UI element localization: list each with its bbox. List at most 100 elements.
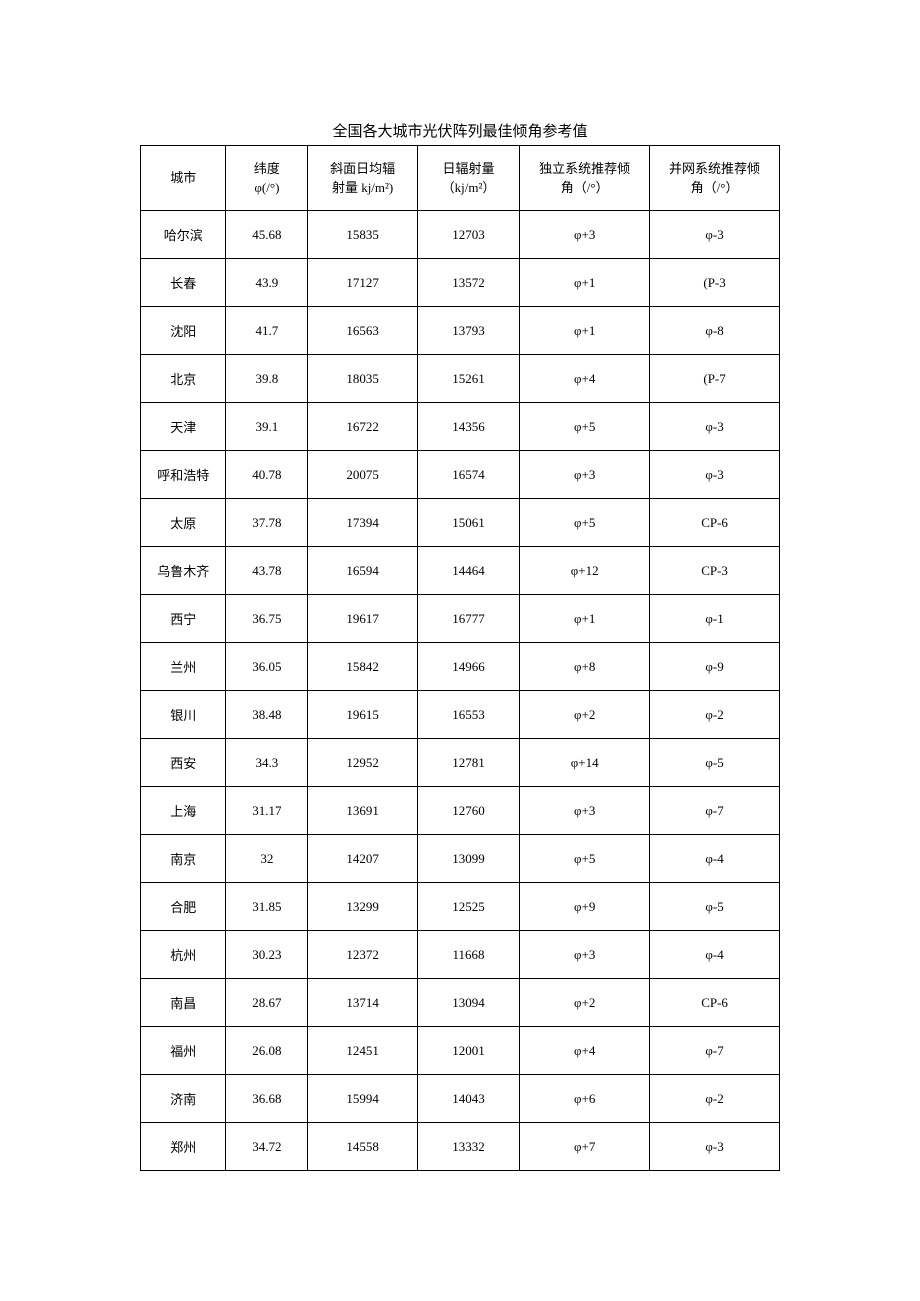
cell-latitude: 26.08 <box>226 1027 308 1075</box>
cell-independent: φ+5 <box>520 403 650 451</box>
header-cell-city: 城市 <box>141 146 226 211</box>
cell-day_radiation: 12001 <box>417 1027 520 1075</box>
cell-independent: φ+5 <box>520 499 650 547</box>
cell-latitude: 36.05 <box>226 643 308 691</box>
table-row: 呼和浩特40.782007516574φ+3φ-3 <box>141 451 780 499</box>
cell-latitude: 36.68 <box>226 1075 308 1123</box>
table-row: 兰州36.051584214966φ+8φ-9 <box>141 643 780 691</box>
cell-tilt_radiation: 20075 <box>308 451 417 499</box>
cell-city: 济南 <box>141 1075 226 1123</box>
cell-city: 西安 <box>141 739 226 787</box>
cell-independent: φ+1 <box>520 307 650 355</box>
cell-latitude: 31.17 <box>226 787 308 835</box>
cell-latitude: 39.1 <box>226 403 308 451</box>
header-line2: 角（/°） <box>691 180 739 195</box>
cell-day_radiation: 14356 <box>417 403 520 451</box>
cell-grid: φ-7 <box>650 1027 780 1075</box>
table-header: 城市纬度φ(/°)斜面日均辐射量 kj/m²)日辐射量（kj/m²）独立系统推荐… <box>141 146 780 211</box>
cell-grid: φ-3 <box>650 1123 780 1171</box>
cell-grid: φ-3 <box>650 211 780 259</box>
cell-latitude: 39.8 <box>226 355 308 403</box>
header-cell-latitude: 纬度 φ(/°) <box>226 146 308 211</box>
cell-tilt_radiation: 12952 <box>308 739 417 787</box>
table-title: 全国各大城市光伏阵列最佳倾角参考值 <box>140 120 780 141</box>
table-row: 哈尔滨45.681583512703φ+3φ-3 <box>141 211 780 259</box>
cell-tilt_radiation: 16722 <box>308 403 417 451</box>
cell-independent: φ+2 <box>520 691 650 739</box>
cell-day_radiation: 13099 <box>417 835 520 883</box>
cell-day_radiation: 13094 <box>417 979 520 1027</box>
table-row: 西宁36.751961716777φ+1φ-1 <box>141 595 780 643</box>
cell-day_radiation: 16553 <box>417 691 520 739</box>
cell-independent: φ+9 <box>520 883 650 931</box>
header-line2: φ(/°) <box>254 180 279 195</box>
cell-day_radiation: 15261 <box>417 355 520 403</box>
cell-city: 杭州 <box>141 931 226 979</box>
cell-city: 天津 <box>141 403 226 451</box>
cell-city: 合肥 <box>141 883 226 931</box>
cell-grid: φ-9 <box>650 643 780 691</box>
cell-latitude: 32 <box>226 835 308 883</box>
cell-city: 郑州 <box>141 1123 226 1171</box>
cell-day_radiation: 12760 <box>417 787 520 835</box>
cell-day_radiation: 11668 <box>417 931 520 979</box>
header-line1: 并网系统推荐倾 <box>669 161 760 176</box>
header-line2: 射量 kj/m²) <box>332 180 393 195</box>
cell-tilt_radiation: 14558 <box>308 1123 417 1171</box>
cell-tilt_radiation: 15842 <box>308 643 417 691</box>
cell-independent: φ+8 <box>520 643 650 691</box>
cell-tilt_radiation: 17127 <box>308 259 417 307</box>
cell-latitude: 36.75 <box>226 595 308 643</box>
table-row: 沈阳41.71656313793φ+1φ-8 <box>141 307 780 355</box>
cell-latitude: 37.78 <box>226 499 308 547</box>
cell-day_radiation: 12525 <box>417 883 520 931</box>
cell-tilt_radiation: 12451 <box>308 1027 417 1075</box>
cell-city: 上海 <box>141 787 226 835</box>
cell-city: 呼和浩特 <box>141 451 226 499</box>
table-row: 上海31.171369112760φ+3φ-7 <box>141 787 780 835</box>
table-row: 合肥31.851329912525φ+9φ-5 <box>141 883 780 931</box>
cell-tilt_radiation: 15994 <box>308 1075 417 1123</box>
cell-grid: φ-2 <box>650 1075 780 1123</box>
cell-latitude: 45.68 <box>226 211 308 259</box>
cell-day_radiation: 14966 <box>417 643 520 691</box>
cell-tilt_radiation: 13691 <box>308 787 417 835</box>
cell-tilt_radiation: 17394 <box>308 499 417 547</box>
cell-city: 南京 <box>141 835 226 883</box>
cell-tilt_radiation: 12372 <box>308 931 417 979</box>
table-row: 天津39.11672214356φ+5φ-3 <box>141 403 780 451</box>
cell-city: 银川 <box>141 691 226 739</box>
cell-grid: φ-1 <box>650 595 780 643</box>
cell-independent: φ+4 <box>520 1027 650 1075</box>
table-row: 郑州34.721455813332φ+7φ-3 <box>141 1123 780 1171</box>
cell-independent: φ+3 <box>520 787 650 835</box>
cell-grid: φ-7 <box>650 787 780 835</box>
cell-day_radiation: 16777 <box>417 595 520 643</box>
header-row: 城市纬度φ(/°)斜面日均辐射量 kj/m²)日辐射量（kj/m²）独立系统推荐… <box>141 146 780 211</box>
cell-tilt_radiation: 16563 <box>308 307 417 355</box>
table-row: 南京321420713099φ+5φ-4 <box>141 835 780 883</box>
cell-day_radiation: 14043 <box>417 1075 520 1123</box>
document-page: 全国各大城市光伏阵列最佳倾角参考值 城市纬度φ(/°)斜面日均辐射量 kj/m²… <box>0 0 920 1271</box>
cell-latitude: 40.78 <box>226 451 308 499</box>
cell-city: 西宁 <box>141 595 226 643</box>
header-cell-independent: 独立系统推荐倾角（/°） <box>520 146 650 211</box>
cell-latitude: 34.3 <box>226 739 308 787</box>
cell-independent: φ+14 <box>520 739 650 787</box>
cell-day_radiation: 16574 <box>417 451 520 499</box>
cell-day_radiation: 13332 <box>417 1123 520 1171</box>
cell-day_radiation: 15061 <box>417 499 520 547</box>
cell-grid: φ-5 <box>650 739 780 787</box>
cell-city: 福州 <box>141 1027 226 1075</box>
cell-grid: (P-7 <box>650 355 780 403</box>
table-row: 太原37.781739415061φ+5CP-6 <box>141 499 780 547</box>
table-row: 南昌28.671371413094φ+2CP-6 <box>141 979 780 1027</box>
cell-independent: φ+2 <box>520 979 650 1027</box>
cell-city: 乌鲁木齐 <box>141 547 226 595</box>
cell-tilt_radiation: 14207 <box>308 835 417 883</box>
cell-independent: φ+1 <box>520 595 650 643</box>
cell-grid: φ-4 <box>650 931 780 979</box>
cell-city: 太原 <box>141 499 226 547</box>
cell-independent: φ+12 <box>520 547 650 595</box>
header-line1: 纬度 <box>254 161 280 176</box>
